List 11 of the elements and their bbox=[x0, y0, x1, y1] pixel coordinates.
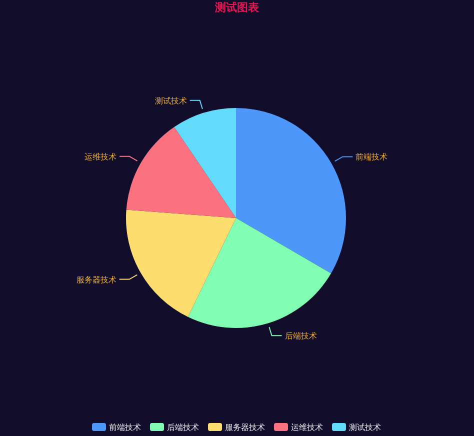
legend-label: 前端技术 bbox=[109, 423, 141, 432]
slice-label: 后端技术 bbox=[284, 332, 317, 341]
slice-label: 前端技术 bbox=[356, 152, 388, 162]
slice-label: 测试技术 bbox=[154, 96, 187, 106]
legend-label: 服务器技术 bbox=[225, 423, 265, 432]
chart-title: 测试图表 bbox=[214, 1, 260, 14]
legend-label: 运维技术 bbox=[291, 423, 323, 432]
legend-label: 后端技术 bbox=[167, 423, 199, 432]
legend-label: 测试技术 bbox=[349, 423, 381, 432]
slice-label: 运维技术 bbox=[84, 152, 117, 162]
slice-label: 服务器技术 bbox=[76, 275, 116, 284]
